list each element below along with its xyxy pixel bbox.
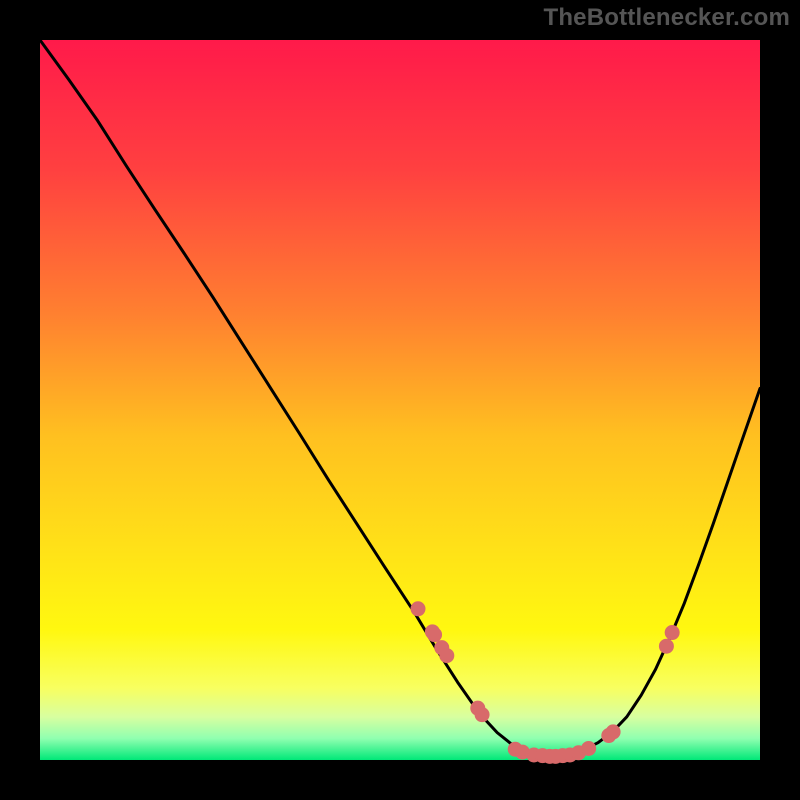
marker-point	[582, 741, 596, 755]
bottleneck-chart	[0, 0, 800, 800]
watermark-text: TheBottlenecker.com	[543, 4, 790, 32]
marker-point	[428, 628, 442, 642]
marker-point	[440, 649, 454, 663]
gradient-plot-area	[40, 40, 760, 760]
marker-point	[665, 626, 679, 640]
marker-point	[475, 708, 489, 722]
marker-point	[411, 602, 425, 616]
chart-stage: { "watermark": { "text": "TheBottlenecke…	[0, 0, 800, 800]
marker-point	[659, 639, 673, 653]
marker-point	[606, 725, 620, 739]
